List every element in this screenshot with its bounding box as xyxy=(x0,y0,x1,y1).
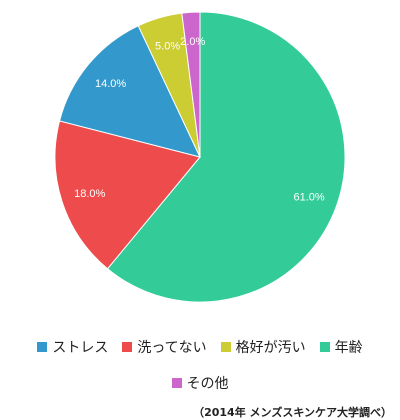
legend-item-1[interactable]: ストレス xyxy=(37,337,108,357)
slice-data-label-3: 5.0% xyxy=(155,41,180,53)
slice-data-label-1: 14.0% xyxy=(95,78,126,90)
legend-label: ストレス xyxy=(52,340,109,356)
pie-slice-2 xyxy=(54,120,201,270)
legend-row-1: ストレス 洗ってない 格好が汚い 年齢 xyxy=(0,336,400,358)
slice-data-label-4: 61.0% xyxy=(293,191,324,203)
pie-slice-1 xyxy=(58,25,201,158)
legend-item-5[interactable]: その他 xyxy=(171,373,229,393)
source-note: （2014年 メンズスキンケア大学調べ） xyxy=(193,406,392,419)
chart-legend: ストレス 洗ってない 格好が汚い 年齢その他 xyxy=(0,336,400,408)
legend-swatch xyxy=(171,378,182,388)
legend-item-2[interactable]: 洗ってない xyxy=(122,337,207,357)
legend-swatch xyxy=(220,342,231,352)
legend-item-4[interactable]: 年齢 xyxy=(319,337,363,357)
pie-slice-5 xyxy=(181,11,201,158)
legend-row-2: その他 xyxy=(0,372,400,394)
pie-slice-4 xyxy=(106,11,346,303)
legend-label: 格好が汚い xyxy=(235,340,306,356)
pie-chart: 61.0% 18.0% 14.0% 5.0% 2.0% xyxy=(54,11,346,303)
legend-label: 洗ってない xyxy=(137,340,207,356)
legend-swatch xyxy=(319,342,330,352)
legend-label: その他 xyxy=(186,376,229,392)
slice-data-label-2: 18.0% xyxy=(74,188,105,200)
slice-data-label-5: 2.0% xyxy=(180,36,205,48)
legend-swatch xyxy=(122,342,133,352)
legend-label: 年齢 xyxy=(334,340,363,356)
legend-item-3[interactable]: 格好が汚い xyxy=(220,337,306,357)
legend-swatch xyxy=(37,342,48,352)
